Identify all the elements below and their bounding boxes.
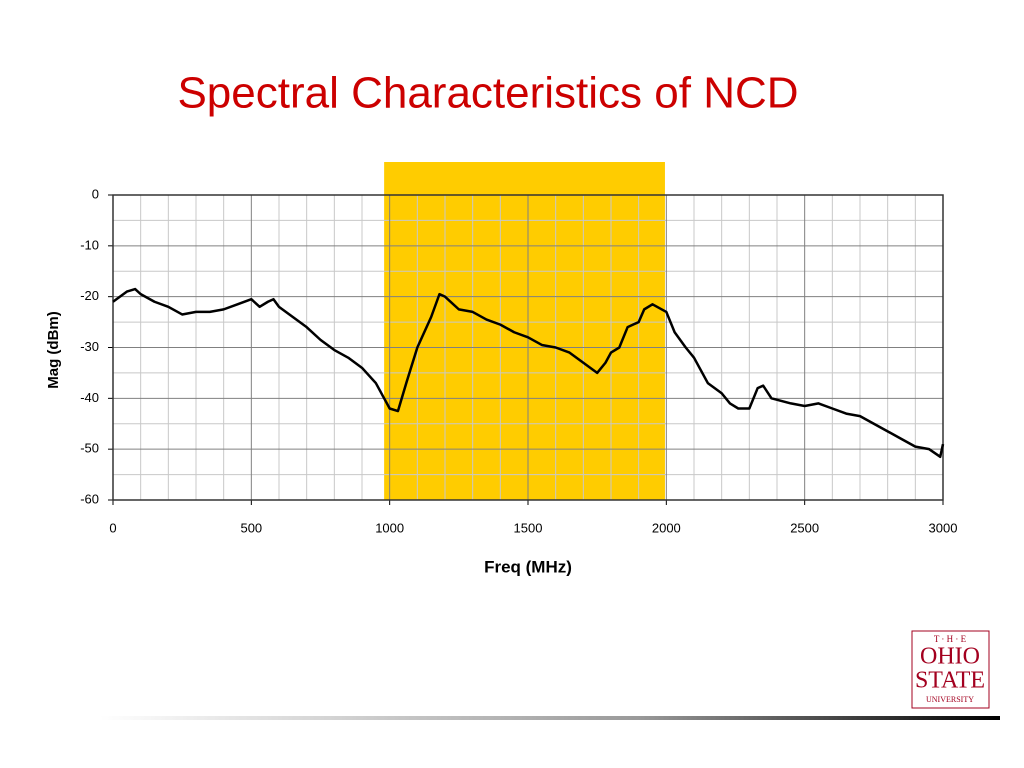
x-tick-label: 0	[109, 520, 116, 535]
y-tick-label: 0	[92, 186, 99, 201]
logo-text: T · H · E	[934, 634, 967, 644]
data-line	[112, 287, 945, 459]
logo-text: UNIVERSITY	[926, 695, 974, 704]
x-tick-label: 3000	[929, 520, 958, 535]
chart-title: Spectral Characteristics of NCD	[177, 69, 798, 118]
logo: T · H · E OHIO STATE UNIVERSITY	[911, 630, 990, 709]
y-tick-label: -30	[80, 339, 99, 354]
footer-line	[100, 716, 1000, 720]
y-tick-label: -60	[80, 491, 99, 506]
chart: 0 500 1000 1500 2000 2500 3000 0 -10 -20 -30 -40 -50…	[80, 162, 957, 535]
y-tick-label: -10	[80, 237, 99, 252]
x-tick-label: 1500	[514, 520, 543, 535]
y-tick-label: -40	[80, 390, 99, 405]
x-tick-label: 2500	[790, 520, 819, 535]
y-axis-label: Mag (dBm)	[45, 311, 62, 389]
x-tick-label: 2000	[652, 520, 681, 535]
plot-frame	[112, 194, 944, 501]
logo-text: OHIO	[920, 644, 980, 670]
x-tick-label: 500	[240, 520, 262, 535]
logo-frame	[911, 630, 990, 709]
x-tick-label: 1000	[375, 520, 404, 535]
y-tick-label: -20	[80, 288, 99, 303]
x-axis-label: Freq (MHz)	[484, 557, 572, 576]
highlight-band	[384, 162, 665, 500]
logo-text: STATE	[915, 668, 985, 694]
y-tick-label: -50	[80, 441, 99, 456]
